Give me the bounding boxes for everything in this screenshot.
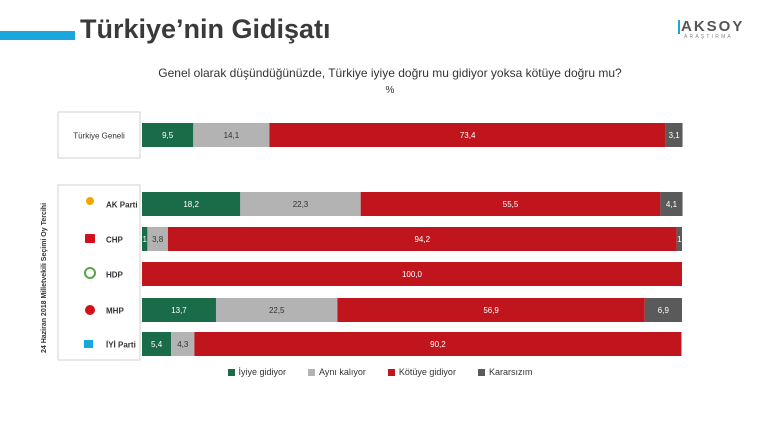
bar-segment-kotuye-gidiyor <box>167 227 677 251</box>
logo-mark-icon <box>678 20 680 34</box>
bar-segment-kotuye-gidiyor <box>269 123 666 147</box>
data-label: 73,4 <box>460 131 476 140</box>
bar-segment-iyiye-gidiyor <box>142 332 172 356</box>
legend-label: Aynı kalıyor <box>319 367 366 377</box>
data-label: 90,2 <box>430 340 446 349</box>
legend-swatch <box>477 368 485 376</box>
iyi-parti-logo-icon <box>84 340 93 348</box>
legend-swatch <box>227 368 235 376</box>
data-label: 22,3 <box>293 200 309 209</box>
legend-label: Kararsızım <box>488 367 533 377</box>
brand-logo: AKSOY ARAŞTIRMA <box>678 18 752 42</box>
logo-subtext: ARAŞTIRMA <box>684 34 733 40</box>
bar-segment-iyiye-gidiyor <box>142 192 241 216</box>
bar-segment-ayni-kaliyor <box>215 298 338 322</box>
bar-segment-kotuye-gidiyor <box>142 262 682 286</box>
bar-segment-kotuye-gidiyor <box>194 332 682 356</box>
legend-item-iyiye-gidiyor: İyiye gidiyor <box>227 367 287 377</box>
category-label: CHP <box>106 236 124 245</box>
legend-label: Kötüye gidiyor <box>398 367 456 377</box>
bar-segment-iyiye-gidiyor <box>142 227 148 251</box>
data-label: 18,2 <box>183 200 199 209</box>
group-axis-label: 24 Haziran 2018 Milletvekili Seçimi Oy T… <box>41 203 48 353</box>
category-label: MHP <box>106 307 124 316</box>
data-label: 4,1 <box>666 200 678 209</box>
chp-logo-icon <box>85 234 95 243</box>
unit-label: % <box>385 85 395 96</box>
bar-segment-iyiye-gidiyor <box>142 298 216 322</box>
chart-question: Genel olarak düşündüğünüzde, Türkiye iyi… <box>158 66 622 80</box>
category-label: İYİ Parti <box>106 341 136 350</box>
ak-parti-logo-icon <box>86 197 94 205</box>
legend-swatch <box>387 368 395 376</box>
bar-segment-kararsizim <box>676 227 682 251</box>
legend-item-kotuye-gidiyor: Kötüye gidiyor <box>387 367 456 377</box>
mhp-logo-icon <box>85 305 95 315</box>
data-label: 100,0 <box>402 270 423 279</box>
data-label: 3,1 <box>669 131 681 140</box>
data-label: 14,1 <box>224 131 240 140</box>
party-label-box <box>57 184 141 361</box>
bar-segment-kotuye-gidiyor <box>360 192 661 216</box>
bar-segment-iyiye-gidiyor <box>142 123 194 147</box>
logo-text: AKSOY <box>681 18 745 35</box>
bar-segment-kararsizim <box>644 298 682 322</box>
page-title: Türkiye’nin Gidişatı <box>80 14 331 44</box>
data-label: 55,5 <box>503 200 519 209</box>
hdp-logo-icon <box>84 267 96 279</box>
total-label-box <box>57 111 141 159</box>
data-label: 56,9 <box>483 306 499 315</box>
data-label: 1 <box>677 235 682 244</box>
chart-legend: İyiye gidiyor Aynı kalıyor Kötüye gidiyor K… <box>0 367 760 377</box>
category-label: HDP <box>106 271 124 280</box>
data-label: 22,5 <box>269 306 285 315</box>
category-label: Türkiye Geneli <box>73 132 125 141</box>
bar-segment-kotuye-gidiyor <box>337 298 645 322</box>
data-label: 6,9 <box>658 306 670 315</box>
bar-segment-ayni-kaliyor <box>240 192 361 216</box>
data-label: 3,8 <box>152 235 164 244</box>
legend-item-ayni-kaliyor: Aynı kalıyor <box>308 367 366 377</box>
data-label: 5,4 <box>151 340 163 349</box>
category-label: AK Parti <box>106 201 138 210</box>
bar-segment-ayni-kaliyor <box>147 227 168 251</box>
bar-segment-ayni-kaliyor <box>193 123 270 147</box>
bar-segment-kararsizim <box>660 192 683 216</box>
data-label: 1 <box>142 235 147 244</box>
data-label: 94,2 <box>414 235 430 244</box>
bar-segment-ayni-kaliyor <box>171 332 195 356</box>
data-label: 9,5 <box>162 131 174 140</box>
data-label: 4,3 <box>177 340 189 349</box>
accent-bar <box>0 31 75 40</box>
bar-segment-kararsizim <box>665 123 683 147</box>
legend-label: İyiye gidiyor <box>238 367 287 377</box>
legend-swatch <box>308 368 316 376</box>
data-label: 13,7 <box>171 306 187 315</box>
legend-item-kararsizim: Kararsızım <box>477 367 533 377</box>
